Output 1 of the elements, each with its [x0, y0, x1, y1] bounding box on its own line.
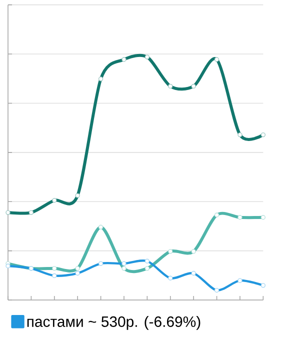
legend-label: пастами ~ 530р. (-6.69%): [27, 316, 200, 330]
